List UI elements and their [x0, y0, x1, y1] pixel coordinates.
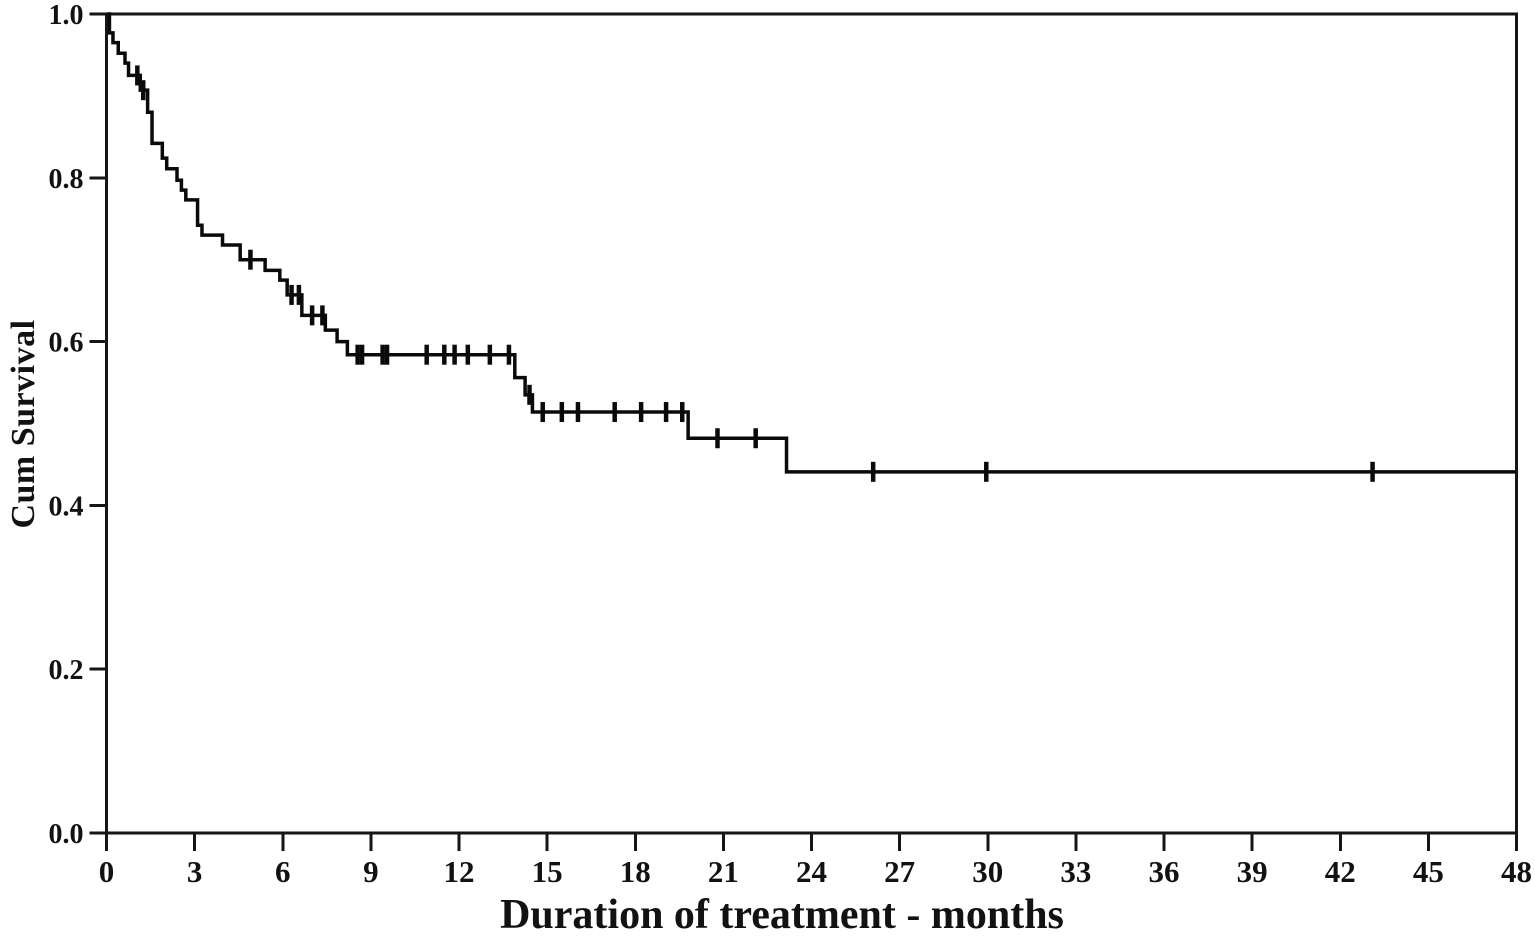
- x-tick-label: 45: [1413, 854, 1444, 889]
- x-tick-label: 12: [444, 854, 475, 889]
- x-tick-label: 18: [620, 854, 651, 889]
- plot-frame: [105, 12, 1518, 835]
- x-tick-label: 42: [1325, 854, 1356, 889]
- y-tick-label: 0.6: [49, 328, 84, 359]
- x-tick-label: 24: [796, 854, 827, 889]
- y-axis-title: Cum Survival: [5, 319, 42, 528]
- x-tick-label: 36: [1149, 854, 1180, 889]
- x-tick-label: 3: [187, 854, 203, 889]
- x-tick-label: 6: [275, 854, 291, 889]
- plot-layer: 0 3 6 9 12 15 18 21 24 27 30 33 36 39 42 45 480.00.20.40…: [49, 0, 1533, 889]
- x-tick-label: 9: [363, 854, 379, 889]
- x-tick-label: 15: [532, 854, 563, 889]
- x-tick-label: 30: [972, 854, 1003, 889]
- y-tick-label: 0.8: [49, 164, 84, 195]
- x-tick-label: 21: [708, 854, 739, 889]
- y-tick-label: 0.4: [49, 491, 84, 522]
- survival-curve: [106, 12, 1517, 474]
- x-tick-label: 33: [1060, 854, 1091, 889]
- y-tick-label: 1.0: [49, 0, 84, 31]
- x-tick-label: 0: [99, 854, 115, 889]
- y-tick-label: 0.2: [49, 655, 84, 686]
- x-tick-label: 39: [1237, 854, 1268, 889]
- y-tick-label: 0.0: [49, 819, 84, 850]
- x-axis-title: Duration of treatment - months: [500, 892, 1064, 938]
- x-tick-label: 48: [1501, 854, 1532, 889]
- x-tick-label: 27: [884, 854, 915, 889]
